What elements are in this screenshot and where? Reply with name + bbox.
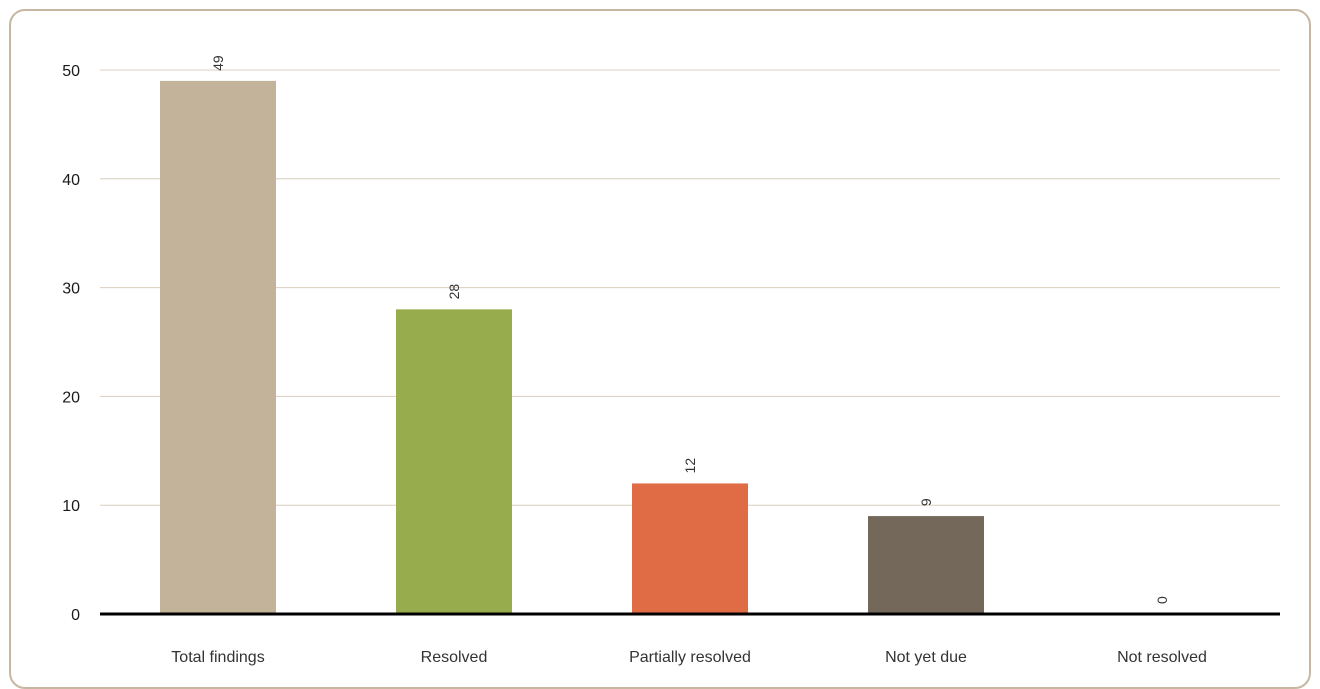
x-tick-label: Not yet due [885,649,967,666]
y-tick-label: 20 [62,389,80,406]
data-label: 28 [446,284,462,300]
x-tick-label: Partially resolved [629,649,751,666]
bar [868,516,984,614]
y-tick-label: 50 [62,63,80,80]
x-tick-label: Total findings [171,649,264,666]
y-tick-label: 40 [62,172,80,189]
bar [160,80,276,614]
gridlines [100,69,1280,506]
data-label: 12 [682,458,698,474]
bar [632,483,748,614]
y-tick-labels: 0 10 20 30 40 50 [62,63,80,624]
bars [160,80,1220,614]
x-tick-label: Not resolved [1117,649,1207,666]
x-tick-label: Resolved [421,649,488,666]
bar [396,309,512,614]
y-tick-label: 10 [62,498,80,515]
y-tick-label: 30 [62,281,80,298]
data-label: 9 [918,498,934,506]
data-label: 49 [210,55,226,71]
y-tick-label: 0 [71,607,80,624]
data-label: 0 [1154,596,1170,604]
x-tick-labels: Total findings Resolved Partially resolved… [171,649,1207,666]
data-labels: 49 28 12 9 0 [210,55,1170,604]
